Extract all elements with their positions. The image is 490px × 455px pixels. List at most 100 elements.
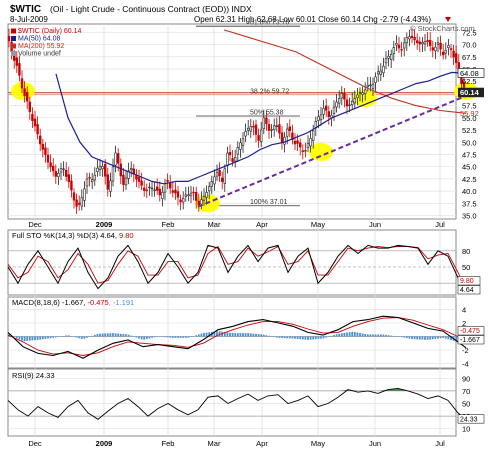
- price-tick-label: 50.0: [462, 138, 477, 147]
- macd-histogram-bar: [203, 332, 205, 337]
- candle-body: [189, 192, 193, 197]
- candle-body: [91, 179, 94, 182]
- candle-body: [384, 58, 388, 64]
- candle-body: [106, 174, 110, 190]
- candle-body: [415, 40, 419, 43]
- sto-title: Full STO %K(14,3) %D(3) 4.64, 9.80: [12, 231, 134, 240]
- macd-histogram-bar: [340, 333, 343, 337]
- macd-histogram-bar: [62, 335, 65, 337]
- macd-histogram-bar: [392, 335, 395, 337]
- rsi-overbought-fill: [338, 388, 408, 391]
- candle-body: [348, 104, 351, 106]
- candle-body: [369, 84, 372, 87]
- macd-histogram-bar: [346, 332, 348, 337]
- quote-line: Open 62.31 High 62.68 Low 60.01 Close 60…: [194, 15, 431, 24]
- macd-tick-label: -4: [462, 360, 469, 369]
- candle-body: [371, 83, 375, 89]
- last-value-box: [458, 87, 484, 98]
- price-layer: [7, 25, 478, 215]
- macd-histogram-bar: [322, 336, 325, 339]
- candle-body: [150, 187, 154, 190]
- macd-histogram-bar: [294, 336, 296, 339]
- macd-histogram-bar: [444, 336, 447, 339]
- sto-title-d-value: 9.80: [119, 231, 134, 240]
- highlight-circle: [309, 143, 333, 162]
- watermark: © StockCharts.com: [410, 24, 475, 33]
- price-tick-label: 42.5: [462, 175, 477, 184]
- macd-line: [7, 315, 467, 359]
- candle-body: [36, 124, 39, 135]
- macd-histogram-bar: [377, 334, 380, 337]
- candle-body: [301, 150, 304, 152]
- candle-body: [298, 142, 302, 148]
- macd-histogram-bar: [96, 334, 99, 337]
- macd-histogram-bar: [223, 331, 226, 337]
- candle-body: [41, 143, 45, 150]
- candle-body: [441, 51, 445, 56]
- macd-histogram-bar: [205, 332, 208, 337]
- legend-swatch: [11, 36, 16, 41]
- candle-body: [179, 199, 182, 203]
- candle-body: [28, 101, 31, 112]
- macd-histogram-bar: [86, 336, 88, 338]
- macd-histogram-bar: [143, 336, 146, 340]
- candle-body: [140, 180, 143, 186]
- price-xtick-label: Jun: [369, 220, 381, 229]
- candle-body: [221, 177, 224, 182]
- price-xtick-label: Feb: [162, 220, 175, 229]
- macd-histogram-bar: [101, 333, 104, 337]
- macd-histogram-bar: [114, 333, 117, 337]
- macd-histogram-bar: [47, 336, 49, 339]
- macd-histogram-bar: [309, 336, 312, 340]
- indicator-layer: Full STO %K(14,3) %D(3) 4.64, 9.80 MACD(8…: [7, 231, 467, 421]
- candle-body: [345, 99, 349, 107]
- symbol-title: $WTIC: [10, 4, 41, 15]
- macd-histogram-bar: [23, 336, 26, 342]
- candle-body: [376, 71, 380, 75]
- candle-body: [252, 125, 255, 128]
- macd-tick-label: 2: [462, 319, 466, 328]
- support-trendline: [197, 94, 467, 208]
- candle-body: [119, 163, 123, 177]
- candle-body: [327, 111, 330, 118]
- candle-body: [187, 194, 190, 197]
- candle-body: [111, 166, 115, 182]
- candle-body: [51, 165, 55, 172]
- rsi-panel-frame: [7, 368, 457, 437]
- candle-body: [174, 189, 177, 194]
- macd-histogram-bar: [455, 336, 458, 342]
- macd-histogram-bar: [374, 334, 377, 337]
- candle-body: [161, 192, 164, 199]
- candle-body: [423, 41, 427, 45]
- macd-histogram-bar: [119, 333, 122, 337]
- last-value-label: 60.14: [460, 88, 480, 97]
- candle-body: [340, 93, 343, 99]
- candle-body: [72, 192, 76, 201]
- fib-level-label: 100% 37.01: [250, 199, 287, 206]
- macd-last-value-box: [457, 326, 485, 336]
- fib-level-label: 38.2% 59.72: [250, 88, 289, 95]
- candle-body: [285, 128, 289, 137]
- macd-histogram-bar: [369, 334, 372, 337]
- macd-histogram-bar: [434, 336, 437, 339]
- candle-body: [413, 37, 416, 41]
- rsi-title: RSI(9) 24.33: [12, 371, 55, 380]
- macd-histogram-bar: [239, 333, 242, 337]
- price-xtick-label: Dec: [28, 220, 42, 229]
- candle-body: [283, 136, 286, 145]
- candle-body: [306, 143, 310, 148]
- last-value-label: 55.92: [460, 109, 479, 118]
- macd-histogram-bar: [91, 335, 94, 337]
- candle-body: [46, 154, 50, 163]
- candle-body: [33, 118, 37, 127]
- candle-body: [226, 152, 229, 166]
- bottom-xtick-label: Feb: [162, 439, 175, 448]
- macd-histogram-bar: [278, 336, 281, 338]
- price-tick-label: 52.5: [462, 126, 477, 135]
- candle-body: [7, 35, 11, 41]
- macd-histogram-bar: [83, 336, 86, 339]
- price-tick-label: 40.0: [462, 187, 477, 196]
- macd-histogram-bar: [216, 331, 218, 337]
- macd-histogram-bar: [117, 333, 120, 337]
